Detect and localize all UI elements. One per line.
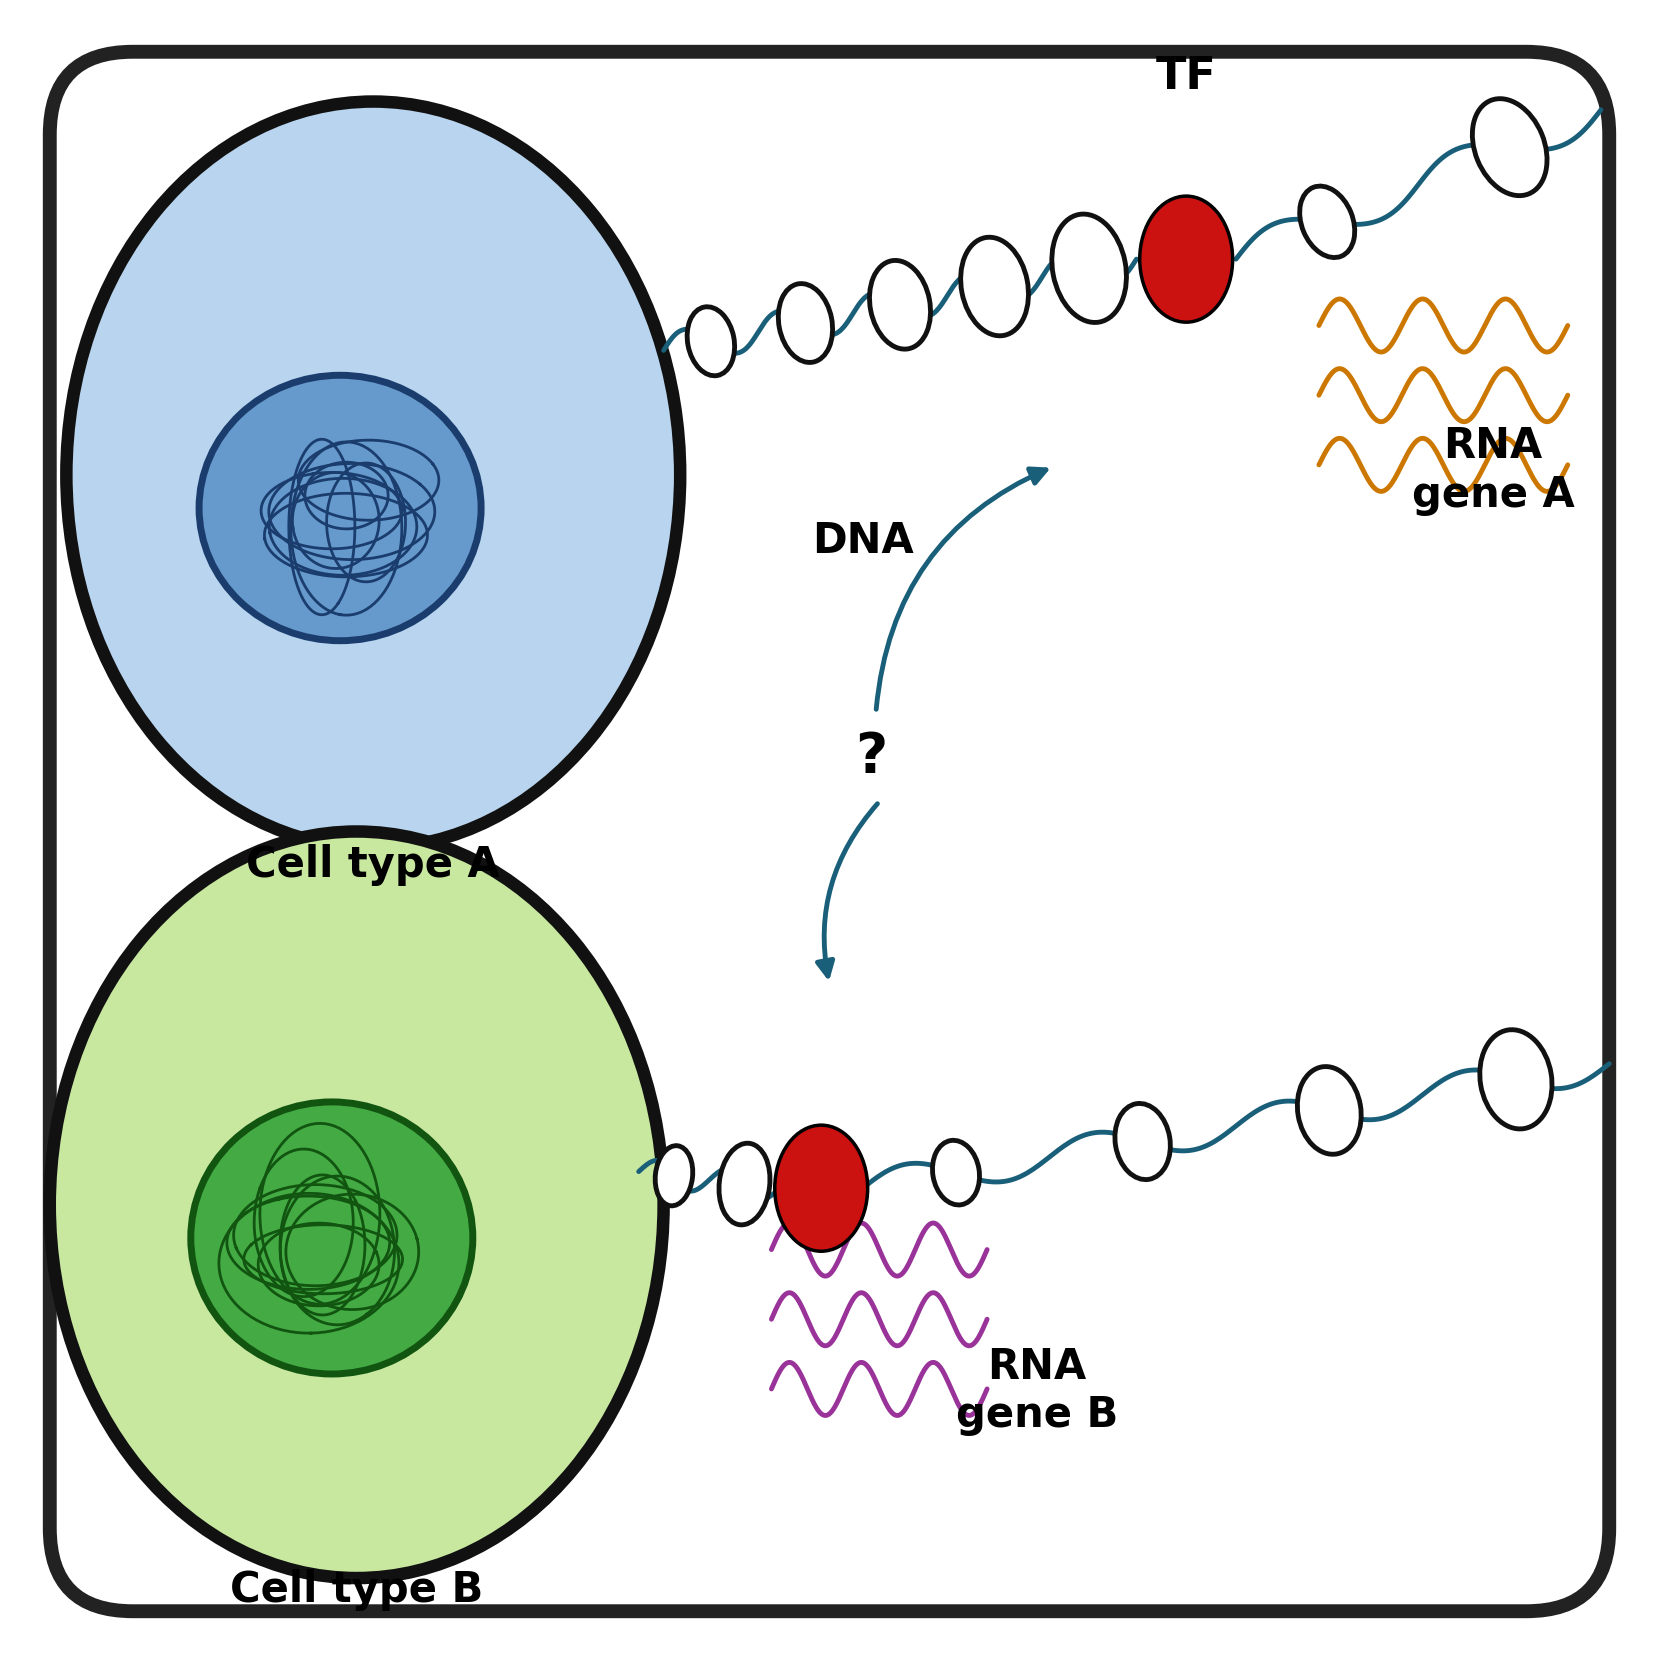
Ellipse shape <box>1299 186 1355 258</box>
Text: RNA
gene A: RNA gene A <box>1412 426 1574 516</box>
Ellipse shape <box>778 284 833 363</box>
Ellipse shape <box>775 1126 868 1251</box>
Text: DNA: DNA <box>811 521 914 562</box>
Ellipse shape <box>50 832 664 1578</box>
Ellipse shape <box>932 1141 979 1206</box>
Ellipse shape <box>1052 215 1126 323</box>
Ellipse shape <box>869 261 931 349</box>
Ellipse shape <box>961 238 1029 336</box>
Text: TF: TF <box>1156 55 1216 98</box>
Ellipse shape <box>199 376 481 640</box>
Ellipse shape <box>655 1146 693 1206</box>
Text: Cell type B: Cell type B <box>231 1568 483 1611</box>
Text: RNA
gene B: RNA gene B <box>956 1345 1118 1437</box>
Ellipse shape <box>191 1103 473 1374</box>
Ellipse shape <box>1472 98 1548 196</box>
Ellipse shape <box>66 101 680 848</box>
Ellipse shape <box>718 1142 770 1226</box>
Text: ?: ? <box>854 730 888 783</box>
FancyBboxPatch shape <box>50 52 1609 1611</box>
Text: Cell type A: Cell type A <box>247 843 499 886</box>
Ellipse shape <box>687 306 735 376</box>
Ellipse shape <box>1480 1029 1553 1129</box>
Ellipse shape <box>1140 196 1233 323</box>
Ellipse shape <box>1297 1066 1360 1154</box>
Ellipse shape <box>1115 1104 1170 1179</box>
